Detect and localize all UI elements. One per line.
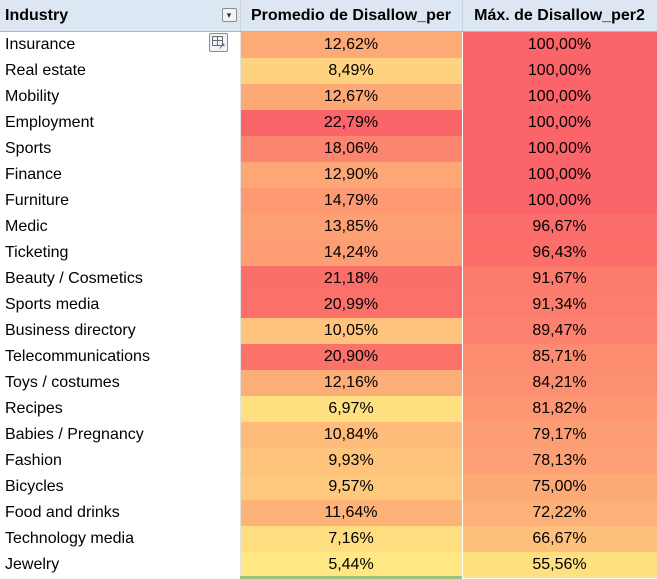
- max-cell[interactable]: 100,00%: [462, 162, 657, 188]
- industry-header-label: Industry: [5, 6, 69, 24]
- max-cell[interactable]: 75,00%: [462, 474, 657, 500]
- max-cell[interactable]: 72,22%: [462, 500, 657, 526]
- industry-cell[interactable]: Beauty / Cosmetics: [0, 266, 241, 292]
- industry-cell[interactable]: Telecommunications: [0, 344, 241, 370]
- promedio-cell[interactable]: 13,85%: [240, 214, 463, 240]
- max-cell[interactable]: 89,47%: [462, 318, 657, 344]
- industry-cell[interactable]: Jewelry: [0, 552, 241, 578]
- max-cell[interactable]: 96,43%: [462, 240, 657, 266]
- table-row[interactable]: Business directory 10,05% 89,47%: [0, 318, 657, 344]
- max-cell[interactable]: 84,21%: [462, 370, 657, 396]
- max-cell[interactable]: 100,00%: [462, 84, 657, 110]
- filter-dropdown-icon[interactable]: ▾: [221, 8, 237, 22]
- table-row[interactable]: Furniture 14,79% 100,00%: [0, 188, 657, 214]
- table-row[interactable]: Technology media 7,16% 66,67%: [0, 526, 657, 552]
- promedio-cell[interactable]: 10,84%: [240, 422, 463, 448]
- max-cell[interactable]: 66,67%: [462, 526, 657, 552]
- promedio-cell[interactable]: 9,93%: [240, 448, 463, 474]
- promedio-cell[interactable]: 22,79%: [240, 110, 463, 136]
- promedio-cell[interactable]: 18,06%: [240, 136, 463, 162]
- max-cell[interactable]: 100,00%: [462, 31, 657, 58]
- table-row[interactable]: Mobility 12,67% 100,00%: [0, 84, 657, 110]
- table-row[interactable]: Ticketing 14,24% 96,43%: [0, 240, 657, 266]
- industry-cell[interactable]: Finance: [0, 162, 241, 188]
- promedio-cell[interactable]: 12,90%: [240, 162, 463, 188]
- table-body: Insurance ↗ 12,62% 100,00% Real estate 8,49% 1…: [0, 31, 657, 578]
- table-row[interactable]: Medic 13,85% 96,67%: [0, 214, 657, 240]
- industry-cell[interactable]: Medic: [0, 214, 241, 240]
- table-row[interactable]: Telecommunications 20,90% 85,71%: [0, 344, 657, 370]
- max-cell[interactable]: 79,17%: [462, 422, 657, 448]
- promedio-cell[interactable]: 6,97%: [240, 396, 463, 422]
- quick-explore-icon[interactable]: ↗: [208, 33, 228, 52]
- industry-cell[interactable]: Real estate: [0, 58, 241, 84]
- promedio-cell[interactable]: 7,16%: [240, 526, 463, 552]
- promedio-cell[interactable]: 9,57%: [240, 474, 463, 500]
- promedio-cell[interactable]: 12,62%: [240, 31, 463, 58]
- header-row: Industry ▾ Promedio de Disallow_per Máx.…: [0, 0, 657, 32]
- explore-arrow-icon: ↗: [217, 41, 226, 51]
- table-row[interactable]: Fashion 9,93% 78,13%: [0, 448, 657, 474]
- table-row[interactable]: Finance 12,90% 100,00%: [0, 162, 657, 188]
- promedio-cell[interactable]: 20,90%: [240, 344, 463, 370]
- industry-cell[interactable]: Sports: [0, 136, 241, 162]
- industry-cell[interactable]: Insurance ↗: [0, 31, 241, 58]
- promedio-cell[interactable]: 8,49%: [240, 58, 463, 84]
- promedio-cell[interactable]: 12,67%: [240, 84, 463, 110]
- table-row[interactable]: Employment 22,79% 100,00%: [0, 110, 657, 136]
- industry-cell[interactable]: Toys / costumes: [0, 370, 241, 396]
- industry-cell[interactable]: Ticketing: [0, 240, 241, 266]
- table-row[interactable]: Jewelry 5,44% 55,56%: [0, 552, 657, 578]
- max-cell[interactable]: 96,67%: [462, 214, 657, 240]
- promedio-cell[interactable]: 20,99%: [240, 292, 463, 318]
- promedio-cell[interactable]: 10,05%: [240, 318, 463, 344]
- table-row[interactable]: Bicycles 9,57% 75,00%: [0, 474, 657, 500]
- table-row[interactable]: Babies / Pregnancy 10,84% 79,17%: [0, 422, 657, 448]
- promedio-header[interactable]: Promedio de Disallow_per: [240, 0, 463, 32]
- max-cell[interactable]: 100,00%: [462, 110, 657, 136]
- industry-cell[interactable]: Mobility: [0, 84, 241, 110]
- table-row[interactable]: Sports 18,06% 100,00%: [0, 136, 657, 162]
- industry-header[interactable]: Industry ▾: [0, 0, 241, 32]
- max-cell[interactable]: 78,13%: [462, 448, 657, 474]
- table-row[interactable]: Recipes 6,97% 81,82%: [0, 396, 657, 422]
- promedio-cell[interactable]: 11,64%: [240, 500, 463, 526]
- max-cell[interactable]: 81,82%: [462, 396, 657, 422]
- industry-cell[interactable]: Recipes: [0, 396, 241, 422]
- promedio-cell[interactable]: 5,44%: [240, 552, 463, 578]
- table-row[interactable]: Insurance ↗ 12,62% 100,00%: [0, 31, 657, 58]
- max-header[interactable]: Máx. de Disallow_per2: [462, 0, 657, 32]
- max-cell[interactable]: 100,00%: [462, 188, 657, 214]
- industry-cell[interactable]: Bicycles: [0, 474, 241, 500]
- industry-cell[interactable]: Employment: [0, 110, 241, 136]
- industry-cell[interactable]: Sports media: [0, 292, 241, 318]
- table-row[interactable]: Sports media 20,99% 91,34%: [0, 292, 657, 318]
- promedio-cell[interactable]: 21,18%: [240, 266, 463, 292]
- cell-selection-indicator: [240, 576, 462, 579]
- table-row[interactable]: Real estate 8,49% 100,00%: [0, 58, 657, 84]
- promedio-cell[interactable]: 12,16%: [240, 370, 463, 396]
- industry-cell[interactable]: Fashion: [0, 448, 241, 474]
- table-row[interactable]: Beauty / Cosmetics 21,18% 91,67%: [0, 266, 657, 292]
- promedio-cell[interactable]: 14,24%: [240, 240, 463, 266]
- table-row[interactable]: Food and drinks 11,64% 72,22%: [0, 500, 657, 526]
- industry-cell[interactable]: Food and drinks: [0, 500, 241, 526]
- max-cell[interactable]: 55,56%: [462, 552, 657, 578]
- max-cell[interactable]: 100,00%: [462, 58, 657, 84]
- industry-cell[interactable]: Technology media: [0, 526, 241, 552]
- table-row[interactable]: Toys / costumes 12,16% 84,21%: [0, 370, 657, 396]
- max-cell[interactable]: 91,34%: [462, 292, 657, 318]
- industry-cell[interactable]: Furniture: [0, 188, 241, 214]
- promedio-header-label: Promedio de Disallow_per: [250, 6, 452, 24]
- max-cell[interactable]: 100,00%: [462, 136, 657, 162]
- max-header-label: Máx. de Disallow_per2: [474, 6, 645, 24]
- industry-cell[interactable]: Business directory: [0, 318, 241, 344]
- promedio-cell[interactable]: 14,79%: [240, 188, 463, 214]
- max-cell[interactable]: 85,71%: [462, 344, 657, 370]
- table-grid-icon: [211, 36, 223, 46]
- max-cell[interactable]: 91,67%: [462, 266, 657, 292]
- industry-cell[interactable]: Babies / Pregnancy: [0, 422, 241, 448]
